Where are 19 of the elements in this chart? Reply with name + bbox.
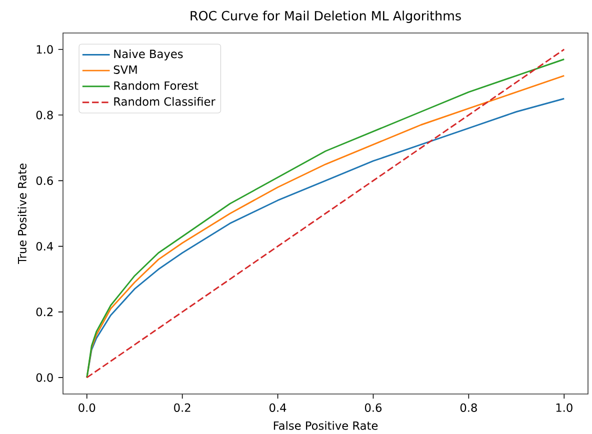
legend-label: Naive Bayes — [114, 49, 183, 60]
x-tick-label: 0.6 — [364, 403, 382, 412]
y-axis-title: True Positive Rate — [18, 164, 26, 264]
x-tick-label: 0.2 — [174, 403, 190, 412]
y-tick-label: 0.4 — [36, 242, 53, 251]
y-tick-label: 0.0 — [36, 373, 53, 382]
y-tick-label: 1.0 — [36, 45, 53, 54]
y-tick-label: 0.6 — [36, 176, 53, 185]
x-tick-label: 1.0 — [556, 403, 572, 412]
y-tick-label: 0.8 — [36, 110, 53, 120]
legend-label: Random Forest — [114, 81, 198, 90]
x-tick-label: 0.0 — [78, 403, 96, 412]
y-tick-label: 0.2 — [36, 308, 53, 316]
chart-title: ROC Curve for Mail Deletion ML Algorithms — [190, 10, 461, 23]
x-tick-label: 0.8 — [460, 403, 477, 412]
legend-label: SVM — [114, 65, 137, 74]
x-axis-title: False Positive Rate — [274, 421, 378, 430]
x-tick-label: 0.4 — [270, 403, 286, 412]
legend-label: Random Classifier — [114, 97, 216, 106]
